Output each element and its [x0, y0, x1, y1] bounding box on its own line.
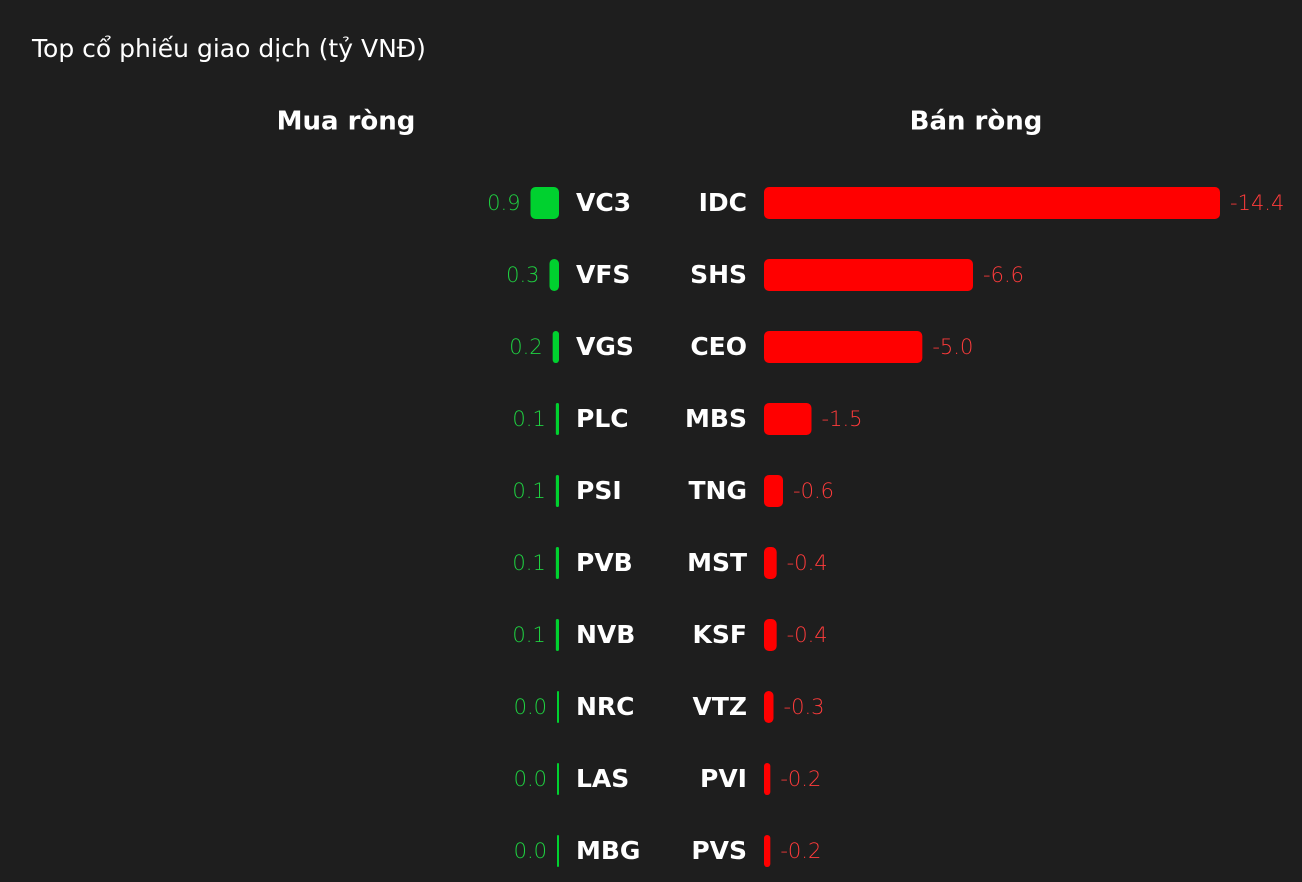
value-label: 0.3 — [506, 263, 539, 287]
value-label: 0.0 — [514, 695, 547, 719]
category-label: MST — [687, 548, 747, 577]
bar — [764, 187, 1220, 219]
bar — [557, 691, 559, 723]
bar — [555, 619, 559, 651]
bar — [764, 475, 783, 507]
category-label: CEO — [690, 332, 747, 361]
bar — [555, 547, 559, 579]
bar — [557, 835, 559, 867]
category-label: VGS — [576, 332, 634, 361]
value-label: 0.1 — [512, 479, 545, 503]
bar — [552, 331, 559, 363]
category-label: NRC — [576, 692, 635, 721]
category-label: PVS — [691, 836, 747, 865]
value-label: -0.2 — [780, 839, 821, 863]
bar — [764, 691, 774, 723]
value-label: 0.9 — [487, 191, 520, 215]
category-label: VC3 — [576, 188, 631, 217]
value-label: -1.5 — [822, 407, 863, 431]
bar — [764, 259, 973, 291]
page-title: Top cổ phiếu giao dịch (tỷ VNĐ) — [31, 34, 426, 63]
bar — [549, 259, 559, 291]
category-label: LAS — [576, 764, 629, 793]
category-label: MBS — [685, 404, 747, 433]
category-label: TNG — [689, 476, 748, 505]
value-label: 0.0 — [514, 767, 547, 791]
category-label: IDC — [699, 188, 747, 217]
bar — [764, 835, 771, 867]
value-label: 0.1 — [512, 623, 545, 647]
value-label: 0.0 — [514, 839, 547, 863]
bar — [764, 619, 777, 651]
category-label: VFS — [576, 260, 630, 289]
category-label: VTZ — [692, 692, 747, 721]
category-label: MBG — [576, 836, 640, 865]
category-label: KSF — [693, 620, 747, 649]
value-label: -0.3 — [784, 695, 825, 719]
value-label: -0.4 — [787, 551, 828, 575]
value-label: -0.2 — [780, 767, 821, 791]
value-label: -5.0 — [932, 335, 973, 359]
bar — [764, 547, 777, 579]
category-label: PVB — [576, 548, 633, 577]
panel-title: Mua ròng — [277, 107, 416, 137]
category-label: PVI — [700, 764, 747, 793]
value-label: 0.2 — [509, 335, 542, 359]
bar — [555, 403, 559, 435]
category-label: NVB — [576, 620, 635, 649]
value-label: -14.4 — [1230, 191, 1284, 215]
bar — [530, 187, 559, 219]
bar — [557, 763, 559, 795]
bar — [764, 331, 923, 363]
value-label: -0.6 — [793, 479, 834, 503]
bar — [764, 403, 812, 435]
bar — [764, 763, 771, 795]
value-label: 0.1 — [512, 407, 545, 431]
category-label: PLC — [576, 404, 629, 433]
value-label: 0.1 — [512, 551, 545, 575]
value-label: -6.6 — [983, 263, 1024, 287]
category-label: PSI — [576, 476, 622, 505]
bar — [555, 475, 559, 507]
value-label: -0.4 — [787, 623, 828, 647]
category-label: SHS — [690, 260, 747, 289]
panel-title: Bán ròng — [910, 107, 1043, 137]
